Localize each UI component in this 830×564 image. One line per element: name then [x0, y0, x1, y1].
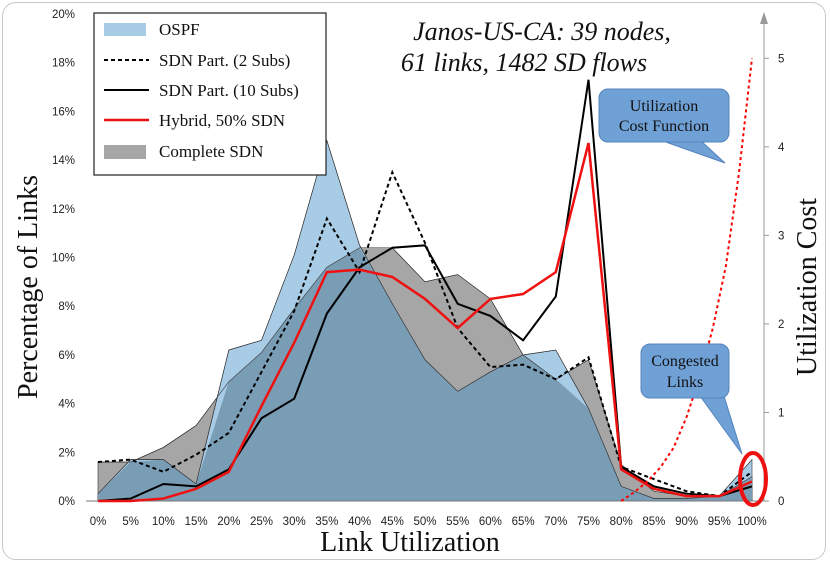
series-sdn-10subs-line	[97, 79, 753, 502]
y2-axis-arrow	[760, 12, 768, 24]
callout-congested-links: Congested Links	[640, 343, 743, 455]
y2-tick-label: 3	[778, 230, 784, 242]
callout-cost-line-1: Utilization	[630, 98, 698, 115]
x-tick-label: 70%	[544, 516, 567, 528]
x-tick-label: 40%	[348, 516, 371, 528]
y2-tick-label: 2	[778, 319, 784, 331]
y2-tick-label: 4	[778, 142, 785, 154]
subtitle-line-2: 61 links, 1482 SD flows	[401, 48, 647, 77]
x-axis-title: Link Utilization	[320, 527, 500, 558]
y2-axis-title: Utilization Cost	[792, 198, 823, 376]
x-tick-label: 45%	[381, 516, 404, 528]
y-tick-label: 2%	[58, 447, 75, 459]
x-tick-label: 10%	[152, 516, 175, 528]
x-tick-label: 60%	[479, 516, 502, 528]
x-tick-label: 5%	[122, 516, 139, 528]
series-sdn-2subs-line	[97, 169, 753, 498]
x-tick-label: 80%	[610, 516, 633, 528]
callout-cost-function: Utilization Cost Function	[598, 88, 730, 164]
legend: OSPF SDN Part. (2 Subs) SDN Part. (10 Su…	[93, 12, 327, 176]
legend-label-hybrid: Hybrid, 50% SDN	[159, 111, 285, 130]
series-cost-function-line	[620, 58, 753, 502]
legend-swatch-complete-sdn	[104, 145, 146, 159]
callout-cost-line-2: Cost Function	[619, 118, 709, 135]
x-tick-label: 90%	[675, 516, 698, 528]
y-tick-label: 18%	[52, 58, 75, 70]
x-tick-label: 85%	[642, 516, 665, 528]
x-tick-label: 35%	[315, 516, 338, 528]
area-overlap	[98, 247, 752, 501]
y-tick-label: 10%	[52, 253, 75, 265]
congested-links-highlight	[738, 451, 768, 507]
subtitle-line-1: Janos-US-CA: 39 nodes,	[413, 17, 671, 46]
y2-tick-label: 5	[778, 53, 784, 65]
legend-label-sdn-10subs: SDN Part. (10 Subs)	[159, 81, 299, 100]
y-tick-label: 6%	[58, 350, 75, 362]
y-tick-label: 16%	[52, 106, 75, 118]
x-tick-label: 75%	[577, 516, 600, 528]
legend-label-sdn-2subs: SDN Part. (2 Subs)	[159, 51, 290, 70]
y2-tick-label: 1	[778, 407, 784, 419]
x-tick-label: 30%	[283, 516, 306, 528]
x-tick-label: 0%	[90, 516, 107, 528]
series-ospf-outline	[97, 139, 753, 499]
legend-swatch-ospf	[104, 23, 146, 36]
legend-label-ospf: OSPF	[159, 20, 200, 39]
series-hybrid-line	[98, 142, 753, 503]
y-tick-label: 4%	[58, 399, 75, 411]
legend-label-complete-sdn: Complete SDN	[159, 142, 263, 161]
callout-congested-line-2: Links	[667, 374, 703, 391]
y-axis-title: Percentage of Links	[13, 175, 44, 399]
y-tick-label: 14%	[52, 155, 75, 167]
x-tick-label: 50%	[413, 516, 436, 528]
x-tick-label: 15%	[185, 516, 208, 528]
x-tick-label: 95%	[708, 516, 731, 528]
callout-congested-line-1: Congested	[651, 353, 719, 370]
x-tick-label: 25%	[250, 516, 273, 528]
x-tick-label: 65%	[512, 516, 535, 528]
y-tick-label: 12%	[52, 204, 75, 216]
y-tick-label: 8%	[58, 301, 75, 313]
y-tick-label: 20%	[52, 9, 75, 21]
x-tick-label: 20%	[217, 516, 240, 528]
y-tick-label: 0%	[58, 496, 75, 508]
y2-tick-label: 0	[778, 496, 784, 508]
x-tick-label: 100%	[737, 516, 766, 528]
x-tick-label: 55%	[446, 516, 469, 528]
